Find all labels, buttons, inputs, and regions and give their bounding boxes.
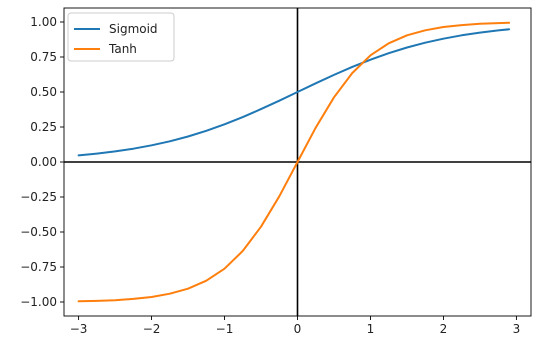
y-tick-label: 1.00 bbox=[30, 15, 57, 29]
y-tick-label: 0.75 bbox=[30, 50, 57, 64]
y-tick-label: 0.50 bbox=[30, 85, 57, 99]
x-tick-label: 3 bbox=[513, 322, 521, 336]
legend-label-tanh: Tanh bbox=[108, 42, 137, 56]
x-tick-label: 1 bbox=[367, 322, 375, 336]
legend: Sigmoid Tanh bbox=[67, 12, 175, 62]
x-axis: −3 −2 −1 0 1 2 3 bbox=[70, 316, 520, 336]
legend-label-sigmoid: Sigmoid bbox=[109, 22, 158, 36]
x-tick-label: −2 bbox=[143, 322, 161, 336]
x-tick-label: 0 bbox=[294, 322, 302, 336]
y-tick-label: −0.50 bbox=[20, 225, 57, 239]
y-tick-label: −1.00 bbox=[20, 295, 57, 309]
series-line-tanh bbox=[77, 21, 511, 303]
y-axis: 1.00 0.75 0.50 0.25 0.00 −0.25 −0.50 −0.75 −1.00 bbox=[20, 15, 64, 309]
y-tick-label: 0.25 bbox=[30, 120, 57, 134]
x-tick-label: −3 bbox=[70, 322, 88, 336]
series-line-sigmoid bbox=[77, 28, 511, 157]
series-layer bbox=[77, 21, 511, 303]
x-tick-label: −1 bbox=[216, 322, 234, 336]
y-tick-label: 0.00 bbox=[30, 155, 57, 169]
y-tick-label: −0.75 bbox=[20, 260, 57, 274]
x-tick-label: 2 bbox=[440, 322, 448, 336]
y-tick-label: −0.25 bbox=[20, 190, 57, 204]
